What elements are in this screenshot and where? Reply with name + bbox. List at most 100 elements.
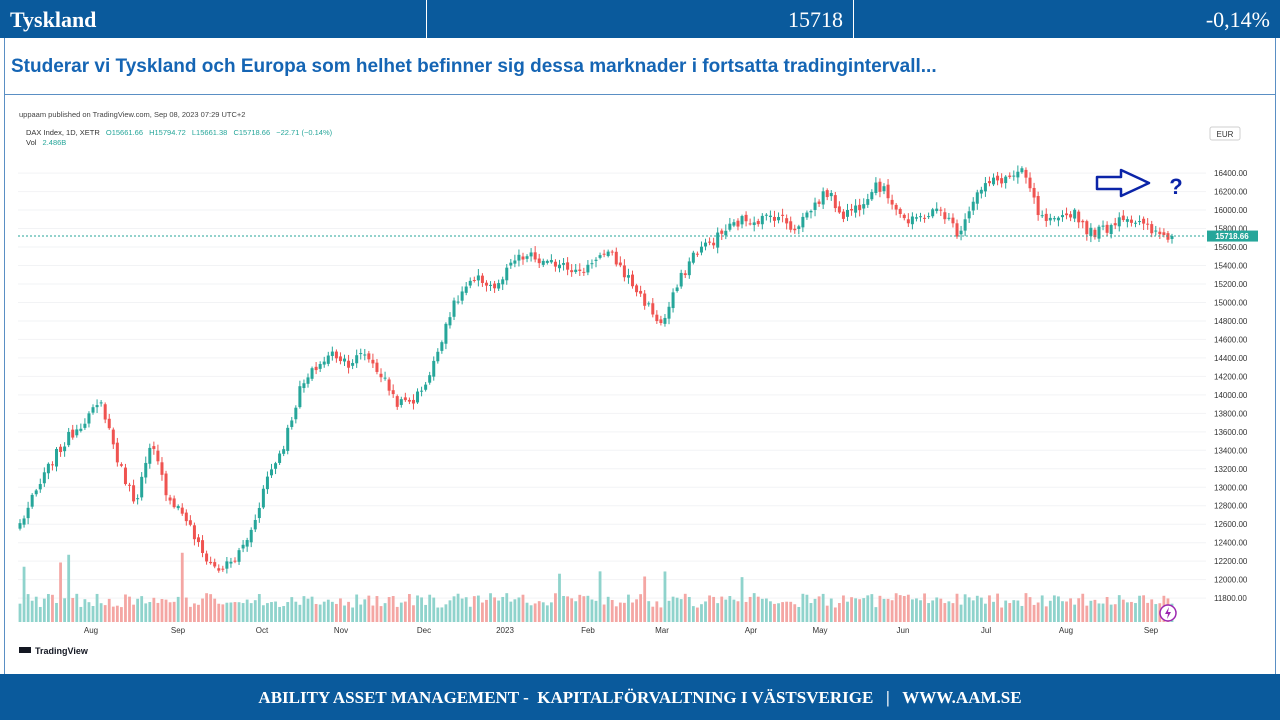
volume-bar xyxy=(103,605,107,622)
candle-body xyxy=(448,317,452,326)
candle-body xyxy=(205,553,209,562)
candle-body xyxy=(468,280,472,286)
volume-bar xyxy=(720,596,724,622)
currency-button[interactable] xyxy=(1209,126,1241,141)
volume-bar xyxy=(468,606,472,622)
y-tick-label: 12400.00 xyxy=(1214,539,1248,548)
volume-bar xyxy=(464,597,468,622)
candle-body xyxy=(837,206,841,213)
volume-bar xyxy=(371,605,375,622)
index-value: 15718 xyxy=(788,7,843,32)
candle-body xyxy=(671,292,675,309)
volume-bar xyxy=(756,596,760,622)
volume-bar xyxy=(627,594,630,622)
x-tick-label: Jun xyxy=(897,626,910,635)
volume-bar xyxy=(586,595,590,622)
volume-bar xyxy=(193,603,196,622)
candle-body xyxy=(955,223,959,237)
candle-body xyxy=(1138,221,1142,223)
volume-bar xyxy=(846,601,849,622)
volume-bar xyxy=(197,604,200,622)
candle-body xyxy=(667,306,671,319)
volume-bar xyxy=(436,607,440,622)
candle-body xyxy=(996,175,1000,181)
volume-bar xyxy=(164,599,168,622)
candle-body xyxy=(655,314,659,322)
candle-body xyxy=(67,431,71,446)
volume-bar xyxy=(334,603,338,622)
candle-body xyxy=(387,379,391,391)
candle-body xyxy=(931,209,935,217)
volume-bar xyxy=(635,599,638,622)
y-tick-label: 11800.00 xyxy=(1214,594,1247,603)
volume-bar xyxy=(237,602,241,622)
candle-body xyxy=(772,216,776,221)
close-value: C15718.66 xyxy=(233,128,270,137)
volume-bar xyxy=(1008,603,1012,622)
y-tick-label: 14800.00 xyxy=(1214,317,1248,326)
volume-bar xyxy=(408,594,411,622)
volume-bar xyxy=(63,598,67,622)
volume-bar xyxy=(233,602,237,622)
candle-body xyxy=(829,192,833,197)
candle-body xyxy=(963,219,967,231)
candle-body xyxy=(1048,217,1052,221)
volume-bar xyxy=(955,593,959,622)
candle-body xyxy=(1052,218,1056,220)
volume-bar xyxy=(115,605,119,622)
volume-bar xyxy=(1004,600,1008,622)
volume-bar xyxy=(403,601,407,622)
volume-bar xyxy=(647,601,651,622)
candle-body xyxy=(452,300,456,317)
candle-body xyxy=(261,488,265,508)
volume-bar xyxy=(257,594,261,622)
volume-bar xyxy=(253,600,257,622)
y-axis: 11800.00 12000.00 12200.00 12400.00 12600.00… xyxy=(1214,169,1248,603)
volume-bar xyxy=(306,598,310,622)
volume-bar xyxy=(75,593,79,622)
volume-bar xyxy=(1154,604,1158,622)
candle-body xyxy=(971,201,975,211)
volume-bar xyxy=(517,597,521,622)
volume-bar xyxy=(1065,601,1068,622)
volume-bar xyxy=(732,599,736,622)
candle-body xyxy=(347,360,351,368)
volume-bar xyxy=(476,595,480,622)
y-tick-label: 15400.00 xyxy=(1214,262,1248,271)
x-tick-label: Sep xyxy=(171,626,186,635)
x-tick-label: Sep xyxy=(1144,626,1159,635)
title-bar: Tyskland 15718 -0,14% xyxy=(0,0,1280,38)
candle-body xyxy=(407,399,411,402)
volume-bar xyxy=(395,606,399,622)
candle-body xyxy=(432,360,436,377)
volume-bar xyxy=(631,602,634,622)
divider xyxy=(426,0,427,38)
volume-bar xyxy=(95,593,99,622)
candle-body xyxy=(902,214,906,219)
volume-bar xyxy=(310,596,314,622)
x-tick-label: Aug xyxy=(84,626,98,635)
volume-bar xyxy=(533,603,537,622)
candle-body xyxy=(643,293,647,306)
volume-bar xyxy=(984,603,987,622)
volume-bar xyxy=(878,595,882,622)
candle-body xyxy=(927,216,931,218)
candle-body xyxy=(1113,223,1117,226)
candle-body xyxy=(906,219,910,224)
candle-body xyxy=(756,220,760,225)
y-tick-label: 14600.00 xyxy=(1214,335,1248,344)
question-mark: ? xyxy=(1169,174,1182,199)
volume-bar xyxy=(781,602,784,622)
volume-bar xyxy=(793,604,797,622)
candle-body xyxy=(460,291,464,301)
candle-body xyxy=(132,485,136,502)
candle-body xyxy=(34,490,38,495)
volume-bar xyxy=(379,606,383,622)
volume-bar xyxy=(951,603,955,622)
candle-body xyxy=(570,270,574,273)
volume-bar xyxy=(428,594,432,622)
candle-body xyxy=(233,560,237,562)
candle-body xyxy=(752,222,756,226)
candle-body xyxy=(675,287,679,291)
volume-bar xyxy=(1057,596,1060,622)
